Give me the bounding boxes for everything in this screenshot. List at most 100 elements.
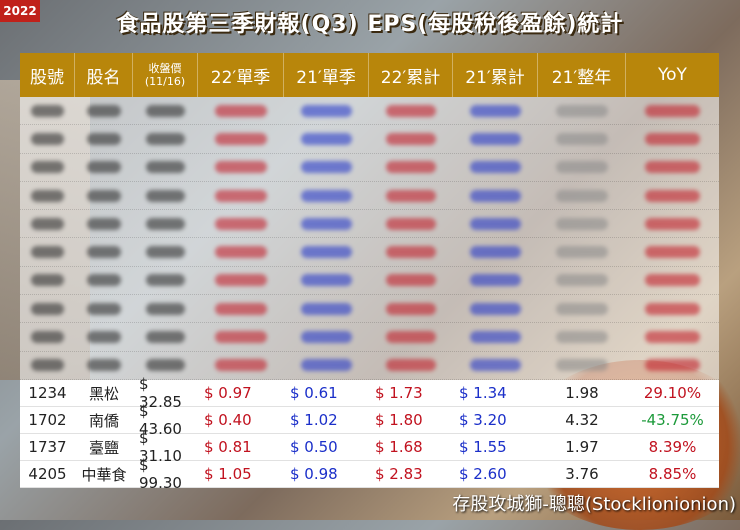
redaction-smudge — [86, 331, 122, 344]
eps-table-body: 1234 黑松 $ 32.85 $ 0.97 $ 0.61 $ 1.73 $ 1.34 1.9… — [20, 375, 719, 492]
redaction-smudge — [86, 161, 122, 174]
redacted-cell — [538, 352, 626, 379]
redaction-smudge — [86, 104, 122, 117]
redaction-smudge — [301, 189, 352, 202]
redaction-smudge — [146, 217, 185, 230]
redaction-smudge — [385, 189, 437, 202]
redacted-cell — [626, 352, 719, 379]
redaction-smudge — [301, 217, 352, 230]
redacted-cell — [626, 210, 719, 237]
cell-yoy: -43.75% — [641, 411, 704, 429]
redaction-smudge — [146, 161, 185, 174]
redaction-smudge — [301, 274, 352, 287]
redacted-cell — [626, 295, 719, 322]
redacted-cell — [369, 125, 453, 152]
redacted-cell — [75, 295, 133, 322]
cell-name: 黑松 — [88, 384, 119, 403]
redaction-smudge — [644, 104, 701, 117]
redaction-smudge — [215, 331, 267, 344]
redacted-cell — [538, 154, 626, 181]
redacted-cell — [453, 267, 538, 294]
redaction-smudge — [146, 359, 185, 372]
redacted-cell — [284, 267, 369, 294]
redacted-cell — [453, 295, 538, 322]
table-row: 4205 中華食 $ 99.30 $ 1.05 $ 0.98 $ 2.83 $ 2.60 3.… — [20, 456, 719, 492]
cell-name: 南僑 — [88, 411, 119, 430]
cell-cum21: $ 2.60 — [459, 465, 507, 483]
header-close-label: 收盤價 — [148, 62, 182, 75]
redaction-smudge — [385, 302, 437, 315]
redacted-cell — [626, 97, 719, 124]
cell-year21: 3.76 — [565, 465, 599, 483]
redaction-smudge — [555, 189, 609, 202]
redaction-smudge — [146, 331, 185, 344]
redaction-smudge — [555, 132, 609, 145]
redaction-smudge — [31, 161, 64, 174]
redacted-cell — [133, 97, 198, 124]
redacted-row — [20, 182, 719, 211]
redacted-cell — [75, 323, 133, 350]
redaction-smudge — [385, 274, 437, 287]
table-row: 1234 黑松 $ 32.85 $ 0.97 $ 0.61 $ 1.73 $ 1.34 1.9… — [20, 375, 719, 411]
cell-cum21: $ 3.20 — [459, 411, 507, 429]
redaction-smudge — [555, 161, 609, 174]
redaction-smudge — [215, 189, 267, 202]
redacted-cell — [133, 267, 198, 294]
header-year21: 21′整年 — [538, 53, 626, 97]
redacted-cell — [369, 295, 453, 322]
year-badge: 2022 — [0, 0, 40, 22]
redacted-cell — [75, 97, 133, 124]
redaction-smudge — [31, 132, 64, 145]
redaction-smudge — [644, 246, 701, 259]
redaction-smudge — [301, 331, 352, 344]
redacted-rows — [20, 97, 719, 380]
redaction-smudge — [146, 302, 185, 315]
header-q22: 22′單季 — [198, 53, 284, 97]
redaction-smudge — [470, 161, 521, 174]
redaction-smudge — [215, 161, 267, 174]
redaction-smudge — [555, 104, 609, 117]
redacted-cell — [369, 352, 453, 379]
header-cum21: 21′累計 — [453, 53, 538, 97]
redaction-smudge — [301, 359, 352, 372]
redacted-cell — [75, 125, 133, 152]
redacted-cell — [284, 97, 369, 124]
cell-yoy: 8.39% — [648, 438, 697, 456]
redaction-smudge — [644, 274, 701, 287]
redaction-smudge — [31, 331, 64, 344]
redacted-cell — [538, 267, 626, 294]
redaction-smudge — [215, 302, 267, 315]
redaction-smudge — [301, 161, 352, 174]
redacted-cell — [20, 182, 75, 209]
redacted-row — [20, 97, 719, 126]
cell-cum22: $ 2.83 — [375, 465, 423, 483]
cell-name: 臺鹽 — [88, 438, 119, 457]
cell-year21: 4.32 — [565, 411, 599, 429]
redacted-cell — [369, 323, 453, 350]
redacted-cell — [284, 182, 369, 209]
redaction-smudge — [470, 246, 521, 259]
cell-q21: $ 1.02 — [290, 411, 338, 429]
redaction-smudge — [555, 302, 609, 315]
redaction-smudge — [470, 331, 521, 344]
cell-yoy: 29.10% — [643, 384, 702, 402]
cell-q22: $ 1.05 — [204, 465, 252, 483]
header-name: 股名 — [75, 53, 133, 97]
redacted-cell — [75, 238, 133, 265]
redaction-smudge — [644, 302, 701, 315]
redaction-smudge — [31, 246, 64, 259]
redaction-smudge — [644, 132, 701, 145]
redaction-smudge — [31, 359, 64, 372]
redacted-cell — [20, 352, 75, 379]
redacted-row — [20, 323, 719, 352]
redacted-cell — [133, 125, 198, 152]
redacted-cell — [198, 97, 284, 124]
cell-yoy: 8.85% — [648, 465, 697, 483]
redaction-smudge — [215, 359, 267, 372]
redaction-smudge — [644, 189, 701, 202]
redacted-cell — [538, 97, 626, 124]
redacted-cell — [20, 97, 75, 124]
redaction-smudge — [215, 246, 267, 259]
redacted-cell — [453, 182, 538, 209]
redaction-smudge — [146, 274, 185, 287]
